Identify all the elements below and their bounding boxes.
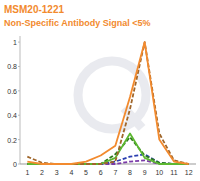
x-tick-label: 12 — [185, 169, 193, 176]
title: MSM20-1221 — [4, 4, 64, 15]
series-line — [27, 42, 188, 164]
plot-area — [27, 42, 188, 164]
series-line — [27, 42, 188, 164]
x-tick-label: 6 — [99, 169, 103, 176]
x-tick-label: 2 — [40, 169, 44, 176]
y-tick-label: 0 — [13, 161, 17, 168]
y-tick-label: 1 — [13, 39, 17, 46]
x-tick-label: 11 — [170, 169, 177, 176]
x-tick-label: 8 — [128, 169, 132, 176]
y-tick-label: 0.6 — [7, 88, 17, 95]
y-tick-label: 0.8 — [7, 63, 17, 70]
x-tick-label: 10 — [155, 169, 163, 176]
y-tick-label: 0.2 — [7, 137, 17, 144]
subtitle: Non-Specific Antibody Signal <5% — [4, 18, 150, 28]
y-tick-label: 0.4 — [7, 112, 17, 119]
x-tick-label: 3 — [55, 169, 59, 176]
x-tick-label: 1 — [25, 169, 29, 176]
x-tick-label: 9 — [143, 169, 147, 176]
watermark-ring — [78, 61, 146, 129]
x-tick-label: 5 — [84, 169, 88, 176]
watermark — [78, 61, 146, 129]
chart: MSM20-1221 Non-Specific Antibody Signal <… — [0, 0, 200, 181]
y-axis — [20, 36, 21, 164]
x-tick-label: 4 — [69, 169, 73, 176]
x-tick-label: 7 — [113, 169, 117, 176]
